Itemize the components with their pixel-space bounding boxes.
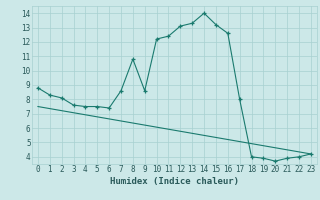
X-axis label: Humidex (Indice chaleur): Humidex (Indice chaleur): [110, 177, 239, 186]
